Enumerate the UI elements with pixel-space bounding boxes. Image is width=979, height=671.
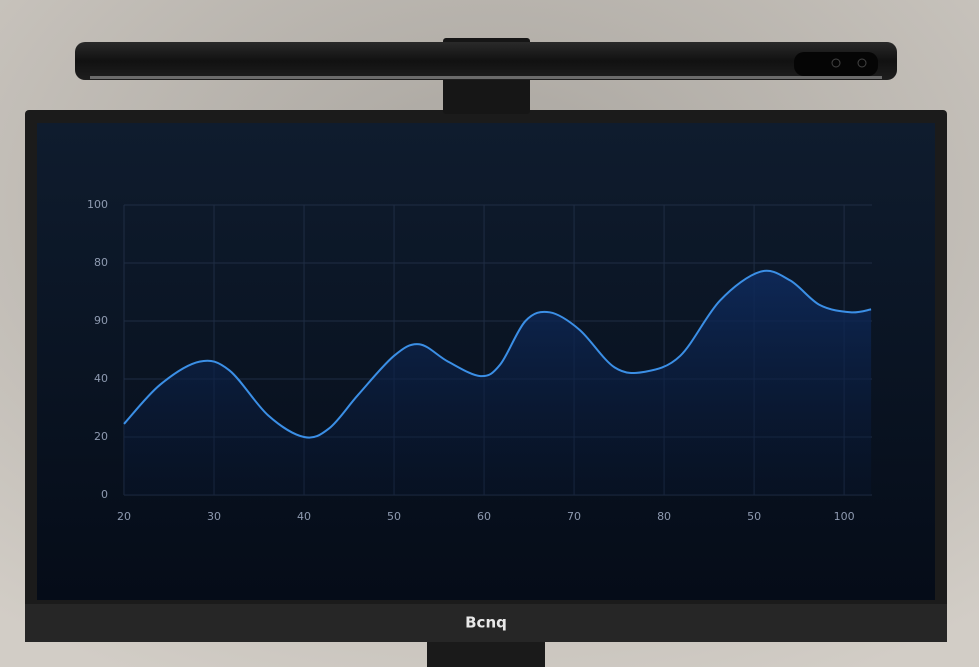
light-bar [75,42,897,80]
line [123,269,872,439]
x-tick-label: 30 [207,510,221,523]
brand-logo: Bcnq [465,614,507,632]
button [857,58,867,68]
x-tick-label: 50 [387,510,401,523]
x-tick-label: 70 [567,510,581,523]
x-tick-label: 40 [297,510,311,523]
x-tick-label: 80 [657,510,671,523]
y-tick-label: 80 [94,256,108,269]
y-tick-label: 40 [94,372,108,385]
button [831,58,841,68]
y-tick-label: 20 [94,430,108,443]
area-fill [124,270,872,495]
y-tick-label: 100 [87,198,108,211]
x-tick-label: 20 [117,510,131,523]
chin [25,604,947,642]
y-tick-label: 0 [101,488,108,501]
x-tick-label: 100 [834,510,855,523]
x-tick-label: 50 [747,510,761,523]
y-tick-label: 90 [94,314,108,327]
plot: 0 20 40 90 80 100 20 30 40 50 60 70 80 50 100 [87,198,872,523]
x-tick-label: 60 [477,510,491,523]
light-controls [794,52,878,76]
light-strip [90,76,882,79]
